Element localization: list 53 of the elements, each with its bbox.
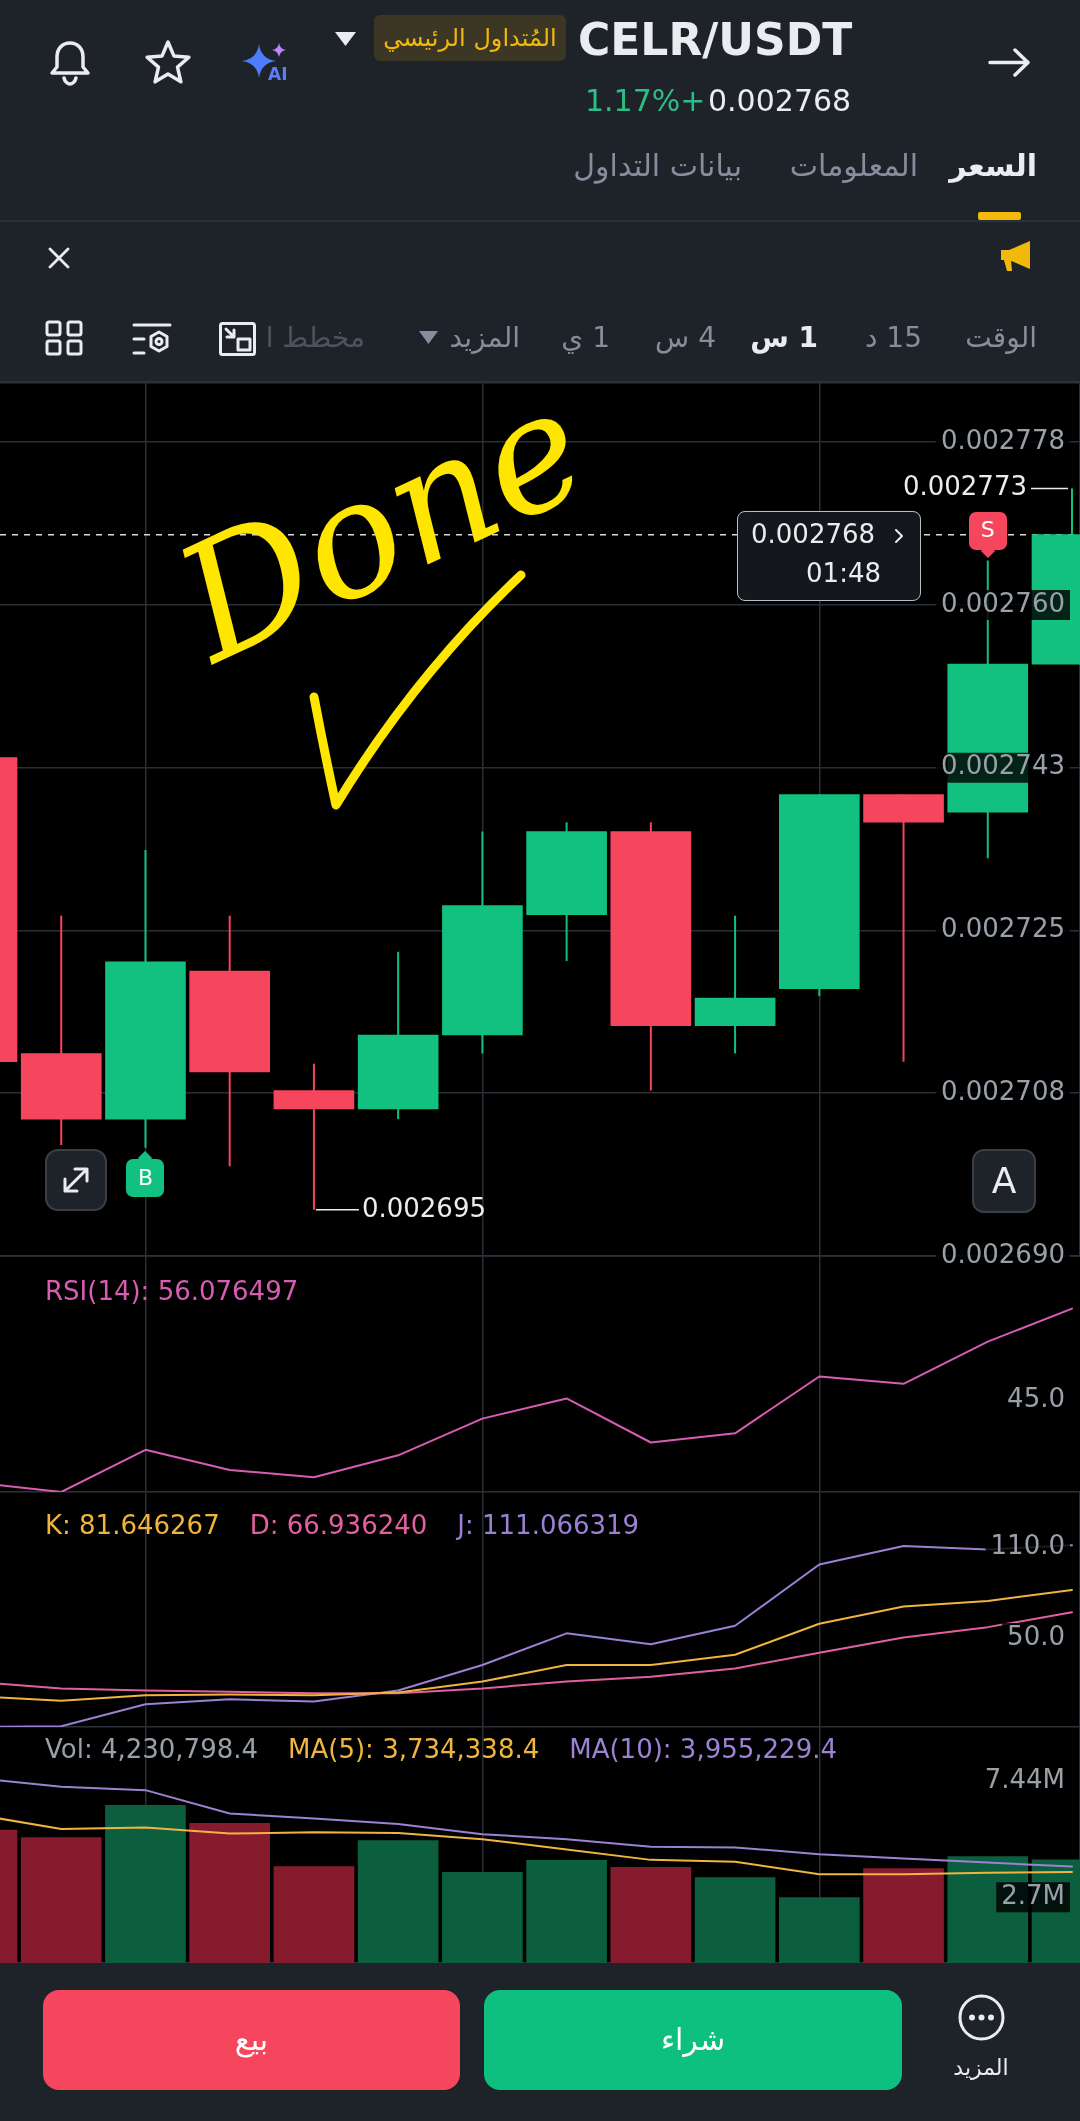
bar — [442, 1871, 523, 1963]
annotation: 45.0 — [1007, 1382, 1065, 1413]
ref-line-label: 0.002768 — [751, 519, 876, 550]
buy-button: شراء — [484, 1990, 902, 2090]
text: MA(5): 3,734,338.4 — [288, 1733, 540, 1764]
text: CELR/USDT — [578, 13, 853, 67]
bar — [694, 1877, 776, 1963]
bar — [610, 1867, 692, 1963]
bar — [526, 1860, 607, 1963]
text: 15 د — [864, 321, 922, 355]
text: MA(10): 3,955,229.4 — [569, 1733, 837, 1764]
annotation: B — [137, 1164, 153, 1191]
text: الوقت — [965, 321, 1037, 355]
bar — [105, 1804, 186, 1963]
text: J: 111.066319 — [455, 1509, 640, 1540]
text: السعر — [949, 148, 1037, 184]
text: 0.002768 — [708, 83, 852, 119]
annotation: 0.002773 — [902, 471, 1027, 502]
annotation: 0.002695 — [361, 1192, 486, 1223]
text: K: 81.646267 — [45, 1509, 220, 1540]
y-tick-label: 7.44M — [984, 1764, 1065, 1795]
text: 1 س — [750, 321, 818, 355]
y-tick-label: 50.0 — [1007, 1620, 1065, 1651]
text: D: 66.936240 — [249, 1509, 428, 1540]
chart-title: Vol: 4,230,798.4 — [45, 1733, 259, 1764]
bar — [778, 1897, 860, 1963]
text: بيانات التداول — [573, 148, 742, 184]
text: RSI(14): 56.076497 — [45, 1275, 299, 1306]
sell-button: بيع — [43, 1990, 460, 2090]
annotation: 01:48 — [806, 558, 881, 589]
text: المزيد — [953, 2054, 1009, 2082]
text: 1 ي — [561, 321, 610, 355]
bar — [189, 1822, 271, 1963]
y-tick-label: 0.002743 — [940, 750, 1065, 781]
text: 1.17%+ — [585, 83, 706, 119]
y-tick-label: 2.7M — [1001, 1879, 1065, 1910]
bar — [357, 1840, 439, 1963]
bar — [863, 1868, 944, 1963]
y-tick-label: 0.002690 — [940, 1238, 1065, 1269]
y-tick-label: 0.002760 — [940, 587, 1065, 618]
text: 4 س — [655, 321, 716, 355]
y-tick-label: 110.0 — [990, 1529, 1065, 1560]
badge: المُتداول الرئيسي — [374, 15, 566, 61]
y-tick-label: 0.002778 — [940, 424, 1065, 455]
y-tick-label: 0.002725 — [940, 913, 1065, 944]
y-tick-label: 0.002708 — [940, 1075, 1065, 1106]
text: المعلومات — [789, 148, 918, 184]
text: المزيد — [449, 321, 520, 355]
annotation: S — [980, 517, 995, 544]
annotation: A — [991, 1159, 1017, 1203]
a-button: A — [972, 1149, 1036, 1213]
candlestick — [863, 793, 944, 1063]
bar — [273, 1866, 355, 1963]
